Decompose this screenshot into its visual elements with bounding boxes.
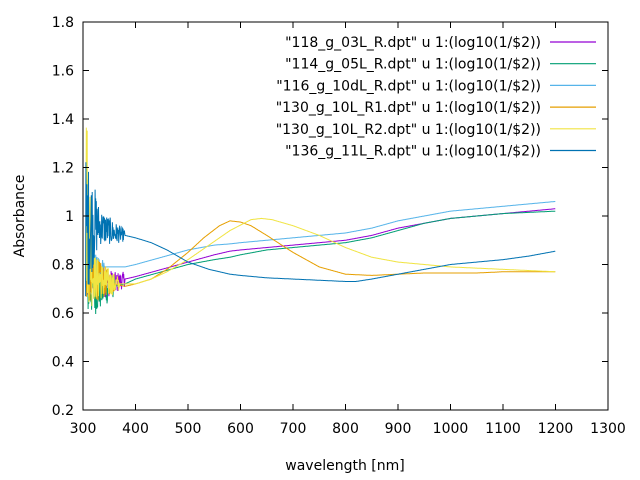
x-tick-label: 300: [70, 421, 97, 437]
y-tick-label: 1.4: [52, 112, 74, 128]
x-tick-label: 400: [122, 421, 149, 437]
x-tick-label: 1200: [538, 421, 574, 437]
y-tick-label: 1.8: [52, 15, 74, 31]
x-tick-label: 1000: [433, 421, 469, 437]
legend-label-4: "130_g_10L_R1.dpt" u 1:(log10(1/$2)): [276, 100, 541, 116]
y-tick-label: 0.8: [52, 258, 74, 274]
x-tick-label: 1100: [485, 421, 521, 437]
y-tick-label: 1.2: [52, 161, 74, 177]
x-tick-label: 500: [175, 421, 202, 437]
legend-label-5: "130_g_10L_R2.dpt" u 1:(log10(1/$2)): [276, 122, 541, 138]
series-line-3: [85, 201, 556, 288]
y-axis-label: Absorbance: [12, 175, 28, 258]
y-tick-label: 1: [65, 209, 74, 225]
x-tick-label: 800: [332, 421, 359, 437]
legend-label-3: "116_g_10dL_R.dpt" u 1:(log10(1/$2)): [276, 78, 541, 94]
legend-label-6: "136_g_11L_R.dpt" u 1:(log10(1/$2)): [285, 144, 541, 160]
ticks-layer: 300 400 500 600 700 800 900 1000 1100 1200 1300 0.2…: [52, 15, 626, 437]
y-tick-label: 1.6: [52, 64, 74, 80]
x-tick-label: 700: [280, 421, 307, 437]
x-tick-label: 600: [227, 421, 254, 437]
legend-label-2: "114_g_05L_R.dpt" u 1:(log10(1/$2)): [285, 57, 541, 73]
legend: "118_g_03L_R.dpt" u 1:(log10(1/$2)) "114_…: [276, 35, 596, 160]
legend-label-1: "118_g_03L_R.dpt" u 1:(log10(1/$2)): [285, 35, 541, 51]
x-tick-label: 900: [385, 421, 412, 437]
x-tick-label: 1300: [590, 421, 626, 437]
series-line-6: [85, 162, 556, 297]
series-layer: [85, 127, 556, 315]
y-tick-label: 0.2: [52, 403, 74, 419]
y-tick-label: 0.4: [52, 355, 74, 371]
x-axis-label: wavelength [nm]: [285, 458, 404, 474]
series-line-4: [85, 220, 556, 301]
y-tick-label: 0.6: [52, 306, 74, 322]
series-line-5: [85, 127, 556, 307]
